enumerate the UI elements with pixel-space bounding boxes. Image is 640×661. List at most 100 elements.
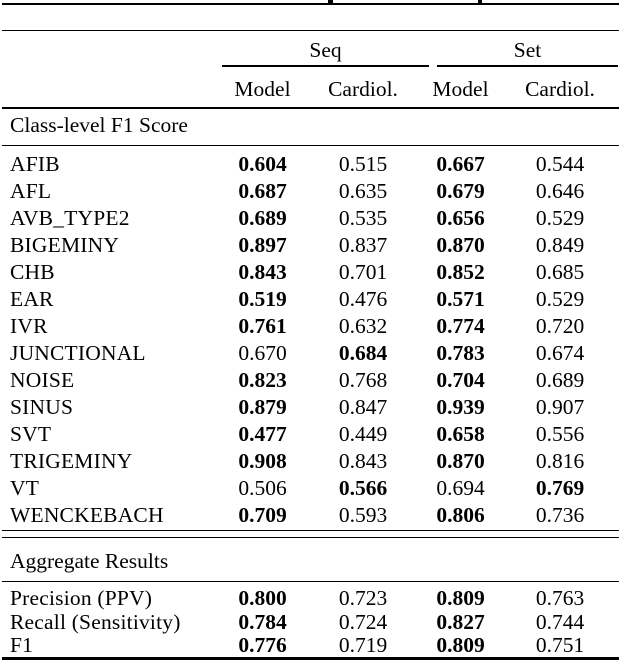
- row-label: WENCKEBACH: [10, 502, 164, 527]
- row-label: Precision (PPV): [10, 586, 153, 610]
- set-group-underline: [437, 65, 618, 67]
- cell-value: 0.849: [535, 232, 585, 257]
- cell-value: 0.769: [535, 475, 585, 500]
- cell-value: 0.907: [535, 394, 585, 419]
- row-label: TRIGEMINY: [10, 448, 133, 473]
- row-label: BIGEMINY: [10, 232, 120, 257]
- cell-value: 0.689: [238, 205, 287, 230]
- cell-value: 0.823: [238, 367, 287, 392]
- cell-value: 0.723: [338, 586, 388, 610]
- row-label: Recall (Sensitivity): [10, 609, 181, 634]
- cell-value: 0.763: [535, 586, 585, 610]
- row-label: F1: [10, 633, 34, 658]
- cell-value: 0.709: [238, 502, 287, 527]
- row-label: AVB_TYPE2: [10, 205, 130, 230]
- row-label: NOISE: [10, 367, 75, 392]
- table-row: AFL 0.687 0.635 0.679 0.646: [0, 178, 640, 205]
- cell-value: 0.529: [535, 205, 585, 230]
- cell-value: 0.670: [238, 340, 287, 365]
- cell-value: 0.566: [338, 475, 388, 500]
- cell-value: 0.646: [535, 178, 585, 203]
- cell-value: 0.529: [535, 286, 585, 311]
- table-toprule: [2, 29, 619, 32]
- cell-value: 0.684: [338, 340, 388, 365]
- col-group-set: Set: [513, 38, 542, 62]
- cell-value: 0.744: [535, 609, 585, 634]
- cell-value: 0.843: [338, 448, 388, 473]
- row-label: IVR: [10, 313, 48, 338]
- aggregate-rows: Precision (PPV) 0.800 0.723 0.809 0.763 …: [0, 586, 640, 658]
- cell-value: 0.837: [338, 232, 388, 257]
- cell-value: 0.761: [238, 313, 287, 338]
- table-row: CHB 0.843 0.701 0.852 0.685: [0, 259, 640, 286]
- class-level-rows: AFIB 0.604 0.515 0.667 0.544 AFL 0.687 0…: [0, 151, 640, 529]
- table-top-thick-rule: [2, 2, 619, 6]
- table-row: SVT 0.477 0.449 0.658 0.556: [0, 421, 640, 448]
- cell-value: 0.852: [436, 259, 485, 284]
- cell-value: 0.687: [238, 178, 287, 203]
- table-bottomrule: [2, 657, 619, 660]
- cell-value: 0.720: [535, 313, 585, 338]
- cell-value: 0.768: [338, 367, 388, 392]
- cell-value: 0.674: [535, 340, 585, 365]
- cell-value: 0.736: [535, 502, 585, 527]
- cell-value: 0.593: [338, 502, 388, 527]
- column-header-model-seq: Model: [234, 76, 291, 101]
- table-row: VT 0.506 0.566 0.694 0.769: [0, 475, 640, 502]
- cell-value: 0.506: [238, 475, 287, 500]
- table-row: Precision (PPV) 0.800 0.723 0.809 0.763: [0, 586, 640, 611]
- col-group-seq: Seq: [309, 38, 342, 62]
- cell-value: 0.667: [436, 151, 485, 176]
- cell-value: 0.806: [436, 502, 485, 527]
- column-header-model-set: Model: [432, 76, 489, 101]
- cell-value: 0.724: [338, 609, 388, 634]
- double-rule-upper: [2, 529, 619, 532]
- cell-value: 0.774: [436, 313, 485, 338]
- cell-value: 0.635: [338, 178, 388, 203]
- row-label: CHB: [10, 259, 55, 284]
- row-label: EAR: [10, 286, 54, 311]
- row-label: AFIB: [10, 151, 60, 176]
- cell-value: 0.870: [436, 448, 485, 473]
- cell-value: 0.800: [238, 586, 287, 610]
- cell-value: 0.656: [436, 205, 485, 230]
- column-header-row: Model Cardiol. Model Cardiol.: [0, 76, 640, 102]
- table-row: WENCKEBACH 0.709 0.593 0.806 0.736: [0, 502, 640, 529]
- column-header-cardiol-seq: Cardiol.: [328, 76, 398, 101]
- cell-value: 0.809: [436, 586, 485, 610]
- section2-title-rule: [2, 580, 619, 583]
- cell-value: 0.571: [436, 286, 485, 311]
- cell-value: 0.519: [238, 286, 287, 311]
- cell-value: 0.685: [535, 259, 585, 284]
- seq-group-underline: [222, 65, 429, 67]
- cell-value: 0.476: [338, 286, 388, 311]
- cell-value: 0.679: [436, 178, 485, 203]
- column-header-cardiol-set: Cardiol.: [525, 76, 595, 101]
- section-title-class-level: Class-level F1 Score: [10, 113, 188, 137]
- cell-value: 0.556: [535, 421, 585, 446]
- section1-title-rule: [2, 144, 619, 147]
- cell-value: 0.701: [338, 259, 388, 284]
- cell-value: 0.751: [535, 633, 585, 658]
- row-label: SINUS: [10, 394, 74, 419]
- cell-value: 0.776: [238, 633, 287, 658]
- cell-value: 0.477: [238, 421, 287, 446]
- cell-value: 0.870: [436, 232, 485, 257]
- table-row: F1 0.776 0.719 0.809 0.751: [0, 634, 640, 658]
- row-label: JUNCTIONAL: [10, 340, 146, 365]
- cell-value: 0.908: [238, 448, 287, 473]
- table-row: Recall (Sensitivity) 0.784 0.724 0.827 0…: [0, 609, 640, 635]
- cell-value: 0.689: [535, 367, 585, 392]
- cell-value: 0.704: [436, 367, 485, 392]
- cropped-caption-artifact: [328, 0, 333, 3]
- section-title-aggregate: Aggregate Results: [10, 549, 169, 573]
- cell-value: 0.449: [338, 421, 388, 446]
- cell-value: 0.632: [338, 313, 388, 338]
- table-row: IVR 0.761 0.632 0.774 0.720: [0, 313, 640, 340]
- table-row: TRIGEMINY 0.908 0.843 0.870 0.816: [0, 448, 640, 475]
- cell-value: 0.897: [238, 232, 287, 257]
- cell-value: 0.544: [535, 151, 585, 176]
- row-label: AFL: [10, 178, 52, 203]
- table-row: EAR 0.519 0.476 0.571 0.529: [0, 286, 640, 313]
- row-label: SVT: [10, 421, 52, 446]
